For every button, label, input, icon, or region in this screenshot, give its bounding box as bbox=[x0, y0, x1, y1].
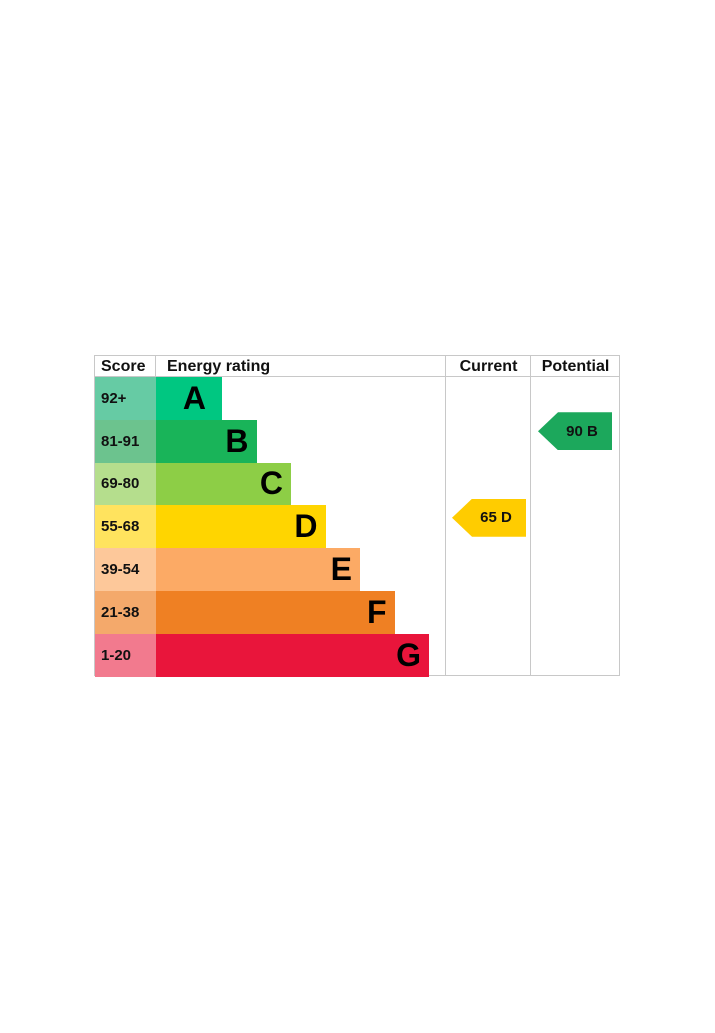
rating-letter: F bbox=[366, 593, 387, 630]
rating-letter: D bbox=[294, 508, 318, 545]
rating-bar-b: B bbox=[156, 419, 257, 463]
rating-letter: E bbox=[330, 551, 352, 588]
score-range-e: 39-54 bbox=[95, 548, 156, 591]
rating-bar-d: D bbox=[156, 505, 326, 549]
rating-letter: A bbox=[182, 379, 206, 416]
score-range-c: 69-80 bbox=[95, 462, 156, 506]
score-range-d: 55-68 bbox=[95, 505, 156, 549]
current-rating-label: 65 D bbox=[480, 509, 512, 527]
current-rating-arrow: 65 D bbox=[452, 498, 526, 537]
rating-bar-f: F bbox=[156, 591, 395, 634]
potential-rating-arrow: 90 B bbox=[538, 412, 612, 451]
potential-rating-label: 90 B bbox=[566, 422, 598, 440]
rating-letter: C bbox=[259, 465, 283, 502]
score-range-a: 92+ bbox=[95, 377, 156, 420]
score-range-b: 81-91 bbox=[95, 419, 156, 463]
header-divider bbox=[95, 356, 619, 377]
divider-potential bbox=[530, 356, 531, 675]
score-range-g: 1-20 bbox=[95, 633, 156, 677]
divider-current bbox=[445, 356, 446, 675]
rating-bar-a: A bbox=[156, 377, 222, 420]
rating-letter: B bbox=[225, 422, 249, 459]
score-range-f: 21-38 bbox=[95, 591, 156, 634]
rating-bar-c: C bbox=[156, 462, 291, 506]
rating-bar-e: E bbox=[156, 548, 360, 591]
rating-letter: G bbox=[396, 636, 421, 673]
epc-chart: Score Energy rating Current Potential 92… bbox=[94, 355, 620, 677]
rating-bar-g: G bbox=[156, 633, 429, 677]
